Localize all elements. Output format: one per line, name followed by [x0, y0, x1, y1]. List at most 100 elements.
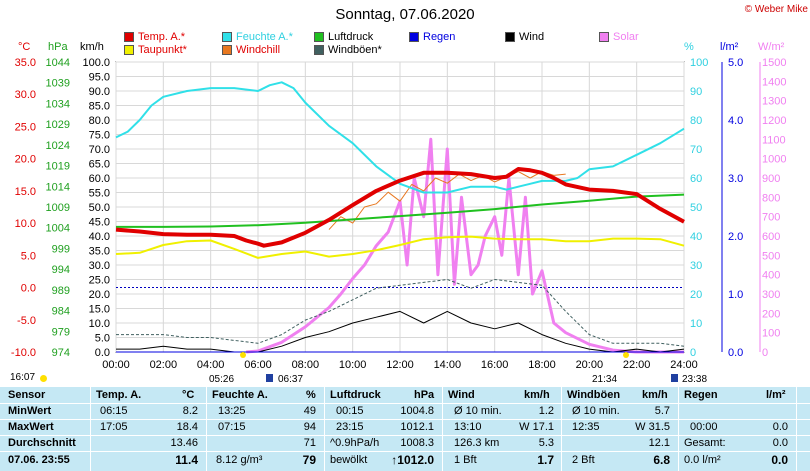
- moonrise-time: 06:37: [278, 374, 304, 385]
- legend-dewpoint: Taupunkt*: [124, 44, 187, 56]
- axis-tick-rain: 5.0: [728, 57, 743, 69]
- axis-tick-time: 00:00: [102, 359, 130, 371]
- rain-max-time: 00:00: [690, 421, 718, 433]
- legend-label: Windchill: [236, 44, 281, 56]
- press-avg-value: 1008.3: [400, 437, 434, 449]
- gust-min-label: Ø 10 min.: [572, 405, 620, 417]
- row-divider: [0, 451, 810, 452]
- legend-label: Luftdruck: [328, 31, 374, 43]
- legend-windchill: Windchill: [222, 44, 280, 56]
- legend-swatch-temp: [124, 32, 134, 42]
- axis-tick-hpa: 979: [52, 326, 70, 338]
- axis-tick-solar: 500: [762, 250, 780, 262]
- axis-tick-solar: 800: [762, 192, 780, 204]
- column-divider: [206, 387, 207, 471]
- wind-bft: 1 Bft: [454, 454, 477, 466]
- rain-total-value: 0.0: [772, 437, 788, 449]
- legend-label: Windböen*: [328, 44, 382, 56]
- unit-solar: W/m²: [758, 41, 785, 53]
- column-divider: [796, 387, 797, 471]
- axis-tick-time: 20:00: [576, 359, 604, 371]
- header-temp: Temp. A.: [96, 389, 142, 401]
- axis-tick-hpa: 1034: [46, 98, 70, 110]
- axis-tick-solar: 100: [762, 328, 780, 340]
- axis-tick-time: 24:00: [670, 359, 698, 371]
- axis-tick-kmh: 10.0: [89, 318, 110, 330]
- wind-max-value: W 17.1: [519, 421, 554, 433]
- axis-tick-temp: 35.0: [15, 57, 36, 69]
- axis-tick-kmh: 80.0: [89, 115, 110, 127]
- legend-wind: Wind: [505, 31, 544, 43]
- header-humidity: Feuchte A.: [212, 389, 268, 401]
- gust-current-value: 6.8: [653, 453, 670, 467]
- series-line-taupunkt: [115, 235, 685, 259]
- axis-tick-solar: 900: [762, 173, 780, 185]
- column-divider: [678, 387, 679, 471]
- axis-tick-rain: 2.0: [728, 231, 743, 243]
- axis-tick-kmh: 100.0: [82, 57, 110, 69]
- hum-avg-value: 71: [303, 437, 316, 449]
- axis-tick-time: 06:00: [244, 359, 272, 371]
- press-min-value: 1004.8: [400, 405, 434, 417]
- legend-temp: Temp. A.*: [124, 31, 185, 43]
- axis-tick-time: 08:00: [292, 359, 320, 371]
- legend-swatch-dewpoint: [124, 45, 134, 55]
- press-trend: ^0.9hPa/h: [330, 437, 380, 449]
- axis-tick-kmh: 0.0: [95, 347, 110, 359]
- header-gust-unit: km/h: [642, 389, 668, 401]
- axis-tick-kmh: 70.0: [89, 144, 110, 156]
- axis-tick-kmh: 55.0: [89, 188, 110, 200]
- axis-tick-kmh: 35.0: [89, 246, 110, 258]
- axis-tick-time: 14:00: [434, 359, 462, 371]
- axis-tick-rain: 0.0: [728, 347, 743, 359]
- axis-tick-hpa: 999: [52, 243, 70, 255]
- header-sensor: Sensor: [8, 389, 46, 401]
- row-divider: [0, 419, 810, 420]
- row-label-min: MinWert: [8, 405, 52, 417]
- axis-tick-temp: -5.0: [17, 315, 36, 327]
- wind-avg-value: 5.3: [538, 437, 554, 449]
- press-current-value: ↑1012.0: [391, 453, 434, 467]
- hum-current-value: 79: [302, 453, 316, 467]
- hum-max-value: 94: [303, 421, 316, 433]
- axis-tick-rain: 1.0: [728, 289, 743, 301]
- moonset-time: 23:38: [682, 374, 708, 385]
- chart-title: Sonntag, 07.06.2020: [335, 6, 475, 23]
- wind-run: 126.3 km: [454, 437, 500, 449]
- axis-tick-time: 12:00: [386, 359, 414, 371]
- axis-tick-temp: -10.0: [11, 347, 36, 359]
- axis-tick-kmh: 75.0: [89, 130, 110, 142]
- sunset-time: 21:34: [592, 374, 618, 385]
- axis-tick-hpa: 1019: [46, 161, 70, 173]
- series-line-temp-a: [115, 167, 685, 248]
- row-label-current: 07.06. 23:55: [8, 454, 70, 466]
- sunrise-icon: [240, 352, 246, 358]
- press-forecast: bewölkt: [330, 454, 368, 466]
- axis-tick-rain: 3.0: [728, 173, 743, 185]
- gust-bft: 2 Bft: [572, 454, 595, 466]
- gust-min-value: 5.7: [654, 405, 670, 417]
- hum-min-time: 13:25: [218, 405, 246, 417]
- axis-tick-hpa: 1039: [46, 78, 70, 90]
- axis-tick-kmh: 40.0: [89, 231, 110, 243]
- temp-max-time: 17:05: [100, 421, 128, 433]
- weather-chart: 35.0 30.0 25.0 20.0 15.0 10.0 5.0 0.0 -5.0 -10.0 1…: [11, 57, 787, 371]
- axis-tick-hpa: 1004: [46, 223, 70, 235]
- legend-label: Regen: [423, 31, 456, 43]
- moon-icon: [266, 374, 273, 382]
- axis-tick-hpa: 1029: [46, 119, 70, 131]
- series-line-windchill: [328, 171, 566, 230]
- unit-hpa: hPa: [48, 41, 68, 53]
- column-divider: [561, 387, 562, 471]
- sun-icon: [40, 375, 47, 382]
- header-temp-unit: °C: [182, 389, 195, 401]
- press-max-time: 23:15: [336, 421, 364, 433]
- axis-tick-hpa: 1009: [46, 202, 70, 214]
- header-humidity-unit: %: [306, 389, 316, 401]
- axis-tick-hpa: 974: [52, 347, 70, 359]
- temp-min-value: 8.2: [182, 405, 198, 417]
- header-rain: Regen: [684, 389, 718, 401]
- axis-tick-solar: 1200: [762, 115, 786, 127]
- legend-swatch-rain: [409, 32, 419, 42]
- legend-label: Feuchte A.*: [236, 31, 293, 43]
